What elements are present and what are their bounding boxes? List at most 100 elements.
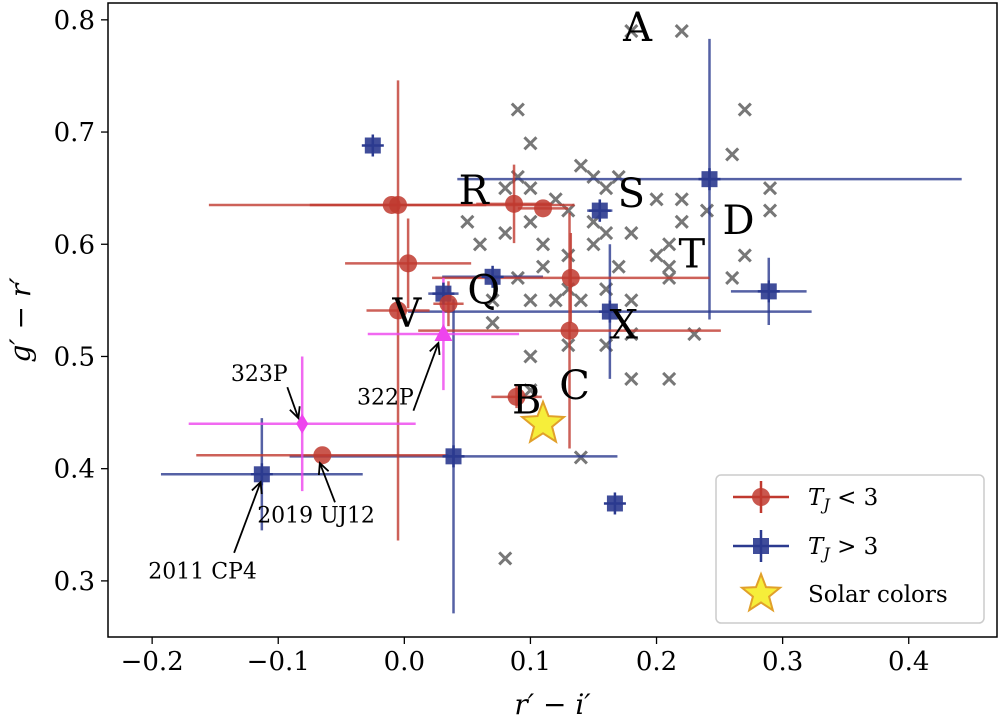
y-tick-label: 0.4 — [54, 455, 95, 485]
reference-x-marker — [523, 136, 538, 151]
reference-x-marker — [611, 169, 626, 184]
reference-x-marker — [624, 293, 639, 308]
legend-tj-lt-3-marker — [752, 488, 770, 506]
reference-x-marker — [662, 371, 677, 386]
reference-x-marker — [674, 192, 689, 207]
y-tick-label: 0.5 — [54, 342, 95, 372]
tj-lt-3-circle-marker — [313, 446, 332, 465]
tj-lt-3-circle-marker — [389, 301, 408, 320]
object-label-323P: 323P — [231, 362, 288, 387]
tj-gt-3-square-marker — [598, 300, 621, 323]
legend-label: Solar colors — [808, 582, 948, 608]
reference-x-marker — [674, 214, 689, 229]
y-tick-label: 0.8 — [54, 6, 95, 36]
legend: TJ < 3 TJ > 3 Solar colors — [715, 474, 985, 624]
reference-points-layer — [460, 23, 778, 566]
reference-x-marker — [586, 169, 601, 184]
reference-x-marker — [523, 349, 538, 364]
x-tick-label: 0.4 — [888, 647, 929, 677]
object-label: 2019 UJ12 — [257, 504, 375, 529]
y-axis-label: g′ − r′ — [4, 277, 37, 363]
taxonomy-label-R: R — [459, 168, 491, 214]
reference-x-marker — [762, 203, 778, 218]
reference-x-marker — [611, 259, 626, 274]
y-tick-label: 0.7 — [54, 118, 95, 148]
reference-x-marker — [535, 237, 551, 252]
reference-x-marker — [561, 338, 576, 353]
reference-x-marker — [561, 248, 576, 263]
plot-frame — [107, 2, 998, 638]
taxonomy-label-B: B — [512, 378, 541, 424]
object-label-322P: 322P — [357, 386, 414, 411]
x-tick-label: 0.2 — [636, 647, 677, 677]
tj-lt-3-circle-marker — [560, 321, 579, 340]
tj-gt-3-square-marker — [442, 445, 465, 468]
reference-x-marker — [649, 192, 664, 207]
reference-x-marker — [573, 158, 588, 173]
tj-gt-3-square-marker — [588, 199, 611, 222]
taxonomy-label-X: X — [610, 302, 639, 348]
tj-lt-3-circle-marker — [561, 268, 580, 287]
reference-x-marker — [485, 293, 500, 308]
comet-322p-triangle-marker — [434, 324, 453, 342]
taxonomy-label-V: V — [391, 291, 422, 337]
tj-lt-3-circle-marker — [505, 194, 524, 213]
x-axis-label: r′ − i′ — [514, 688, 591, 721]
tj-lt-3-circle-marker — [507, 387, 526, 406]
tj-gt-3-square-marker — [481, 265, 504, 288]
reference-x-marker — [523, 181, 538, 196]
reference-x-marker — [472, 237, 488, 252]
x-tick-label: 0.0 — [384, 647, 425, 677]
reference-x-marker — [510, 102, 525, 117]
reference-x-marker — [498, 551, 513, 566]
taxonomy-label-C: C — [559, 363, 590, 409]
reference-x-marker — [535, 259, 551, 274]
reference-x-marker — [725, 147, 740, 162]
reference-x-marker — [498, 225, 513, 241]
legend-label: TJ < 3 — [808, 485, 878, 514]
legend-solar-marker — [739, 571, 783, 613]
reference-x-marker — [725, 270, 740, 285]
taxonomy-label-Q: Q — [467, 268, 500, 314]
reference-x-marker — [599, 181, 614, 196]
reference-x-marker — [498, 181, 513, 196]
reference-x-marker — [573, 293, 588, 308]
reference-x-marker — [762, 181, 778, 196]
ticks-layer: −0.2 −0.1 0.0 0.1 0.2 0.3 0.4 0.3 0.4 0.5 0.6 0.7 0.… — [54, 6, 930, 677]
markers-layer — [250, 134, 780, 515]
arrow-323P — [286, 386, 301, 421]
object-arrow — [233, 480, 263, 554]
reference-x-marker — [523, 293, 538, 308]
tj-lt-3-circle-marker — [439, 294, 458, 313]
taxonomy-label-D: D — [722, 198, 754, 244]
reference-x-marker — [662, 259, 677, 274]
reference-x-marker — [460, 214, 475, 229]
reference-x-marker — [624, 371, 639, 386]
reference-x-marker — [737, 248, 752, 263]
taxonomy-label-A: A — [622, 5, 653, 51]
legend-box — [715, 474, 985, 624]
legend-tj-gt-3-marker — [753, 538, 769, 554]
x-tick-label: −0.1 — [247, 647, 310, 677]
tj-gt-3-square-marker — [757, 280, 780, 303]
reference-x-marker — [674, 23, 689, 39]
tj-gt-3-square-marker — [698, 168, 721, 191]
y-tick-label: 0.3 — [54, 567, 95, 597]
taxonomy-labels-layer: A R S DT QV XCB — [391, 5, 754, 424]
taxonomy-label-S: S — [618, 171, 645, 217]
reference-x-marker — [523, 383, 538, 398]
reference-x-marker — [662, 237, 677, 252]
reference-x-marker — [737, 102, 752, 117]
reference-x-marker — [624, 225, 639, 241]
tj-lt-3-circle-marker — [389, 195, 408, 214]
x-tick-label: 0.3 — [762, 647, 803, 677]
arrow-322P — [412, 341, 441, 412]
tj-lt-3-circle-marker — [534, 199, 553, 218]
reference-x-marker — [699, 203, 715, 218]
y-tick-label: 0.6 — [54, 230, 95, 260]
reference-x-marker — [586, 237, 601, 252]
object-arrow — [317, 461, 336, 503]
tj-gt-3-square-marker — [603, 492, 626, 515]
reference-x-marker — [599, 225, 614, 241]
